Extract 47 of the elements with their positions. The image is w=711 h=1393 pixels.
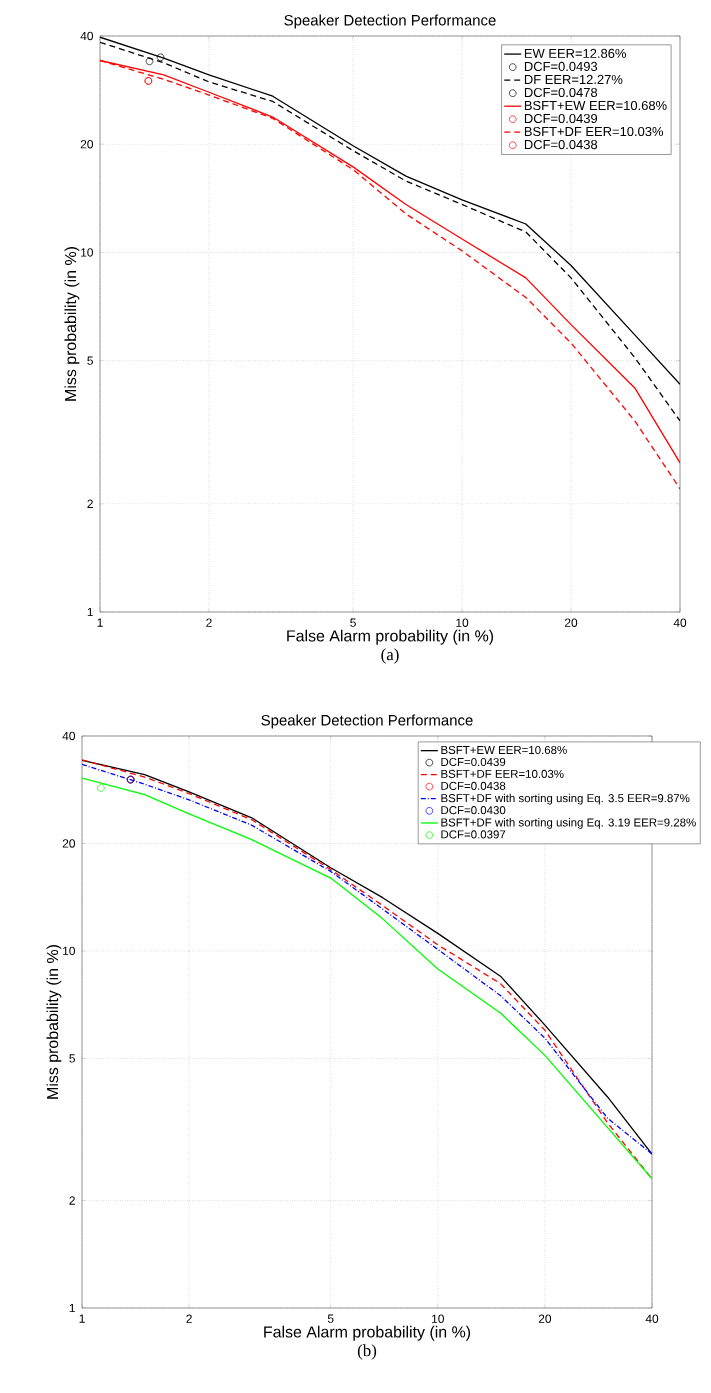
legend-label: DCF=0.0478 (524, 87, 598, 98)
legend-label: DCF=0.0439 (524, 113, 598, 124)
chart-title: Speaker Detection Performance (261, 714, 473, 729)
legend-label: BSFT+DF with sorting using Eq. 3.5 EER=9.87% (441, 793, 690, 805)
y-tick-label: 5 (87, 356, 93, 365)
x-tick-label: 5 (350, 618, 356, 627)
x-tick-label: 1 (97, 618, 103, 627)
legend-label: BSFT+EW EER=10.68% (441, 745, 567, 755)
x-tick-label: 20 (564, 618, 578, 627)
legend-label: EW EER=12.86% (524, 48, 626, 58)
y-axis-title: Miss probability (in %) (64, 247, 80, 401)
y-tick-label: 1 (69, 1303, 75, 1313)
x-tick-label: 40 (673, 618, 687, 627)
legend-label: DCF=0.0438 (524, 139, 598, 150)
y-tick-label: 20 (80, 140, 94, 149)
y-axis-title: Miss probability (in %) (46, 945, 62, 1099)
x-tick-label: 2 (206, 618, 212, 627)
text: (b) (357, 1344, 377, 1360)
text: (a) (381, 648, 399, 664)
legend-label: DCF=0.0438 (441, 781, 506, 790)
y-tick-label: 2 (69, 1196, 75, 1205)
legend-label: BSFT+DF with sorting using Eq. 3.19 EER=9.28% (441, 818, 696, 829)
legend-label: BSFT+EW EER=10.68% (524, 100, 667, 111)
y-tick-label: 40 (80, 31, 94, 41)
legend-label: BSFT+DF EER=10.03% (524, 126, 664, 137)
x-tick-label: 10 (456, 618, 469, 627)
legend-label: DCF=0.0493 (524, 61, 598, 72)
legend-label: BSFT+DF EER=10.03% (441, 769, 564, 778)
legend-label: DF EER=12.27% (524, 74, 623, 84)
legend-label: DCF=0.0430 (441, 806, 506, 815)
x-tick-label: 40 (645, 1314, 659, 1323)
y-tick-label: 2 (87, 499, 93, 508)
y-tick-label: 1 (87, 607, 93, 617)
x-axis-title: False Alarm probability (in %) (287, 629, 494, 645)
y-tick-label: 10 (63, 946, 76, 956)
x-axis-title: False Alarm probability (in %) (264, 1325, 471, 1341)
legend-label: DCF=0.0397 (441, 830, 506, 839)
y-tick-label: 5 (69, 1054, 75, 1063)
y-tick-label: 10 (81, 248, 94, 257)
chart-title: Speaker Detection Performance (284, 14, 496, 29)
x-tick-label: 10 (432, 1314, 444, 1323)
legend-label: DCF=0.0439 (441, 757, 506, 766)
y-tick-label: 40 (62, 731, 76, 741)
y-tick-label: 20 (62, 839, 76, 848)
x-tick-label: 5 (327, 1314, 334, 1323)
x-tick-label: 2 (186, 1314, 192, 1323)
x-tick-label: 20 (538, 1314, 552, 1323)
